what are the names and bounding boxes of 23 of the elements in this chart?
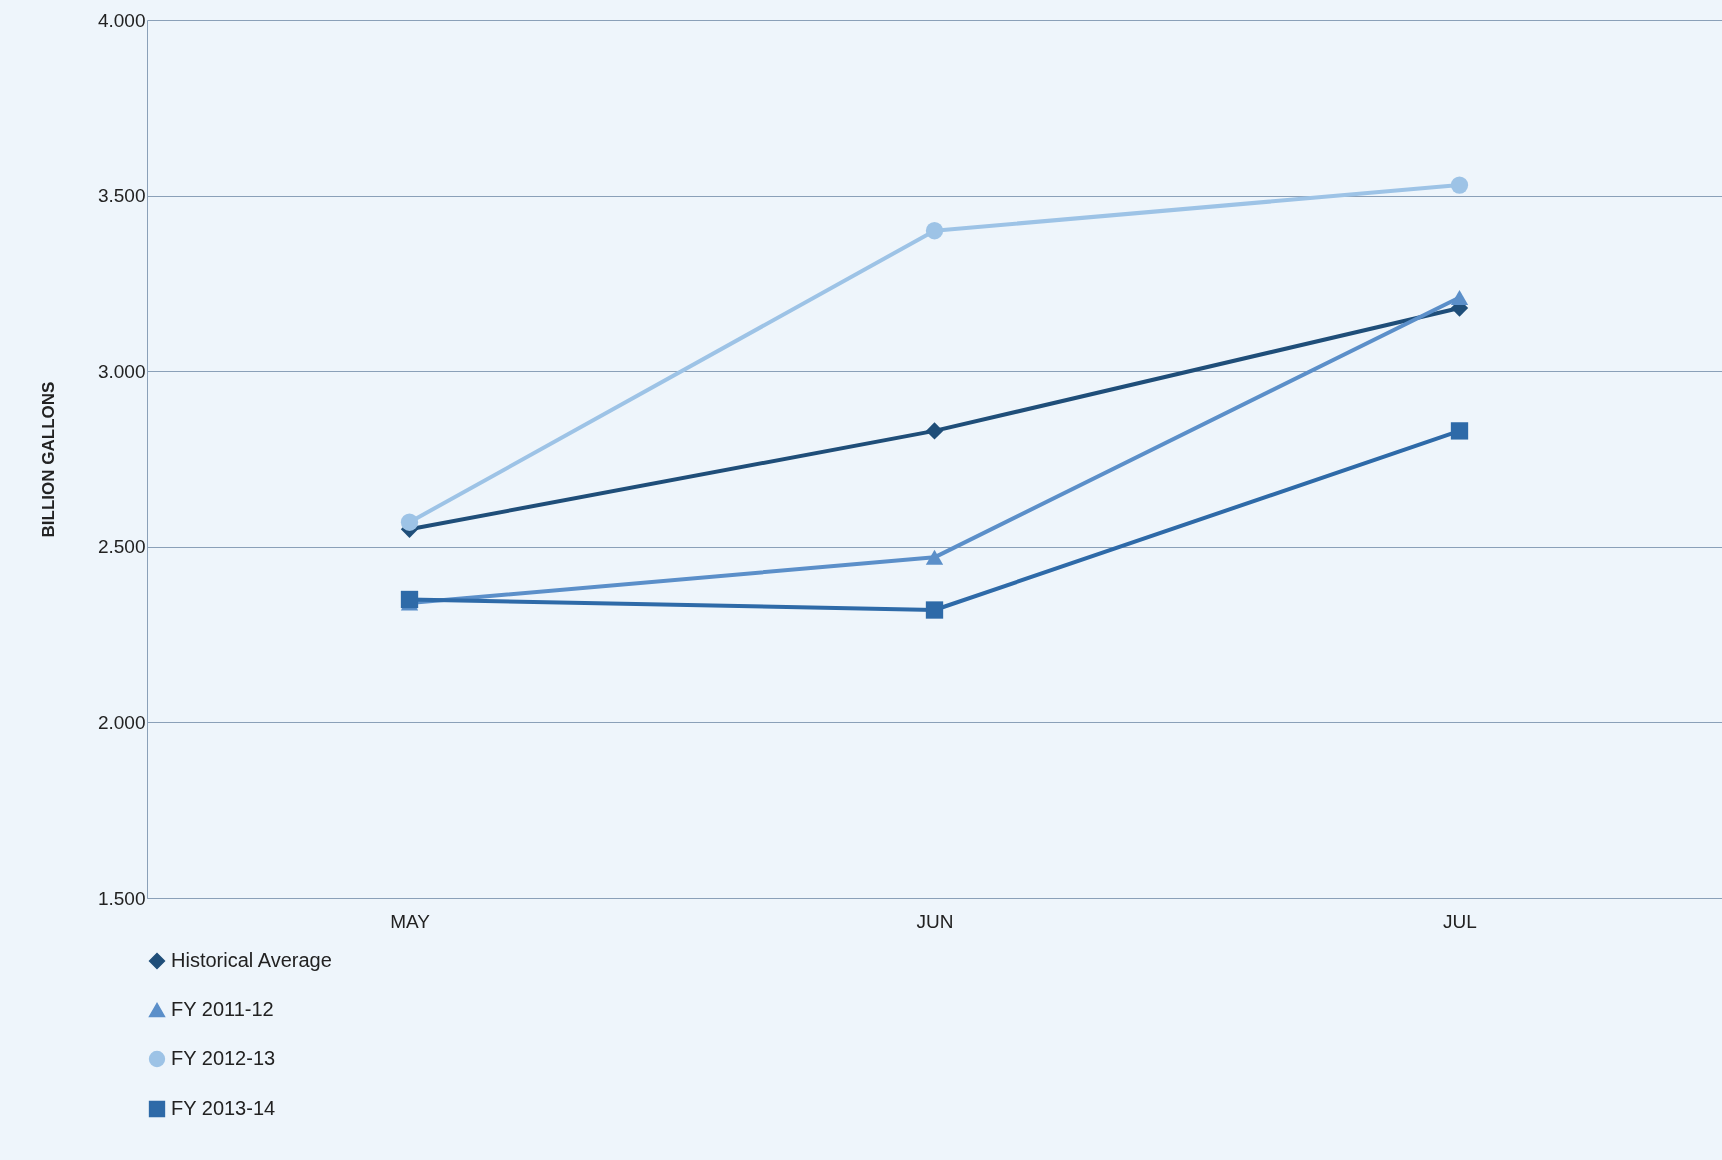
- point: [925, 222, 944, 240]
- y-tick-label: 3.500: [97, 185, 146, 207]
- legend-label: FY 2011-12: [171, 998, 274, 1020]
- point: [1450, 176, 1469, 194]
- legend-label: FY 2013-14: [171, 1097, 276, 1119]
- x-tick-label: JUN: [916, 910, 954, 932]
- point: [1450, 422, 1469, 440]
- point: [400, 513, 419, 531]
- y-tick-label: 4.000: [97, 9, 146, 31]
- legend-label: FY 2012-13: [171, 1047, 276, 1069]
- y-tick-label: 1.500: [97, 887, 146, 909]
- y-tick-label: 2.000: [97, 711, 146, 733]
- point: [1450, 289, 1469, 305]
- point: [400, 590, 419, 609]
- point: [925, 422, 944, 440]
- point: [925, 549, 944, 565]
- point: [925, 601, 944, 619]
- y-tick-label: 3.000: [97, 360, 146, 382]
- x-tick-label: MAY: [390, 910, 431, 932]
- y-tick-label: 2.500: [97, 536, 146, 558]
- x-tick-label: JUL: [1443, 910, 1477, 932]
- y-axis-title: BILLION GALLONS: [38, 381, 58, 538]
- legend-label: Historical Average: [171, 949, 332, 971]
